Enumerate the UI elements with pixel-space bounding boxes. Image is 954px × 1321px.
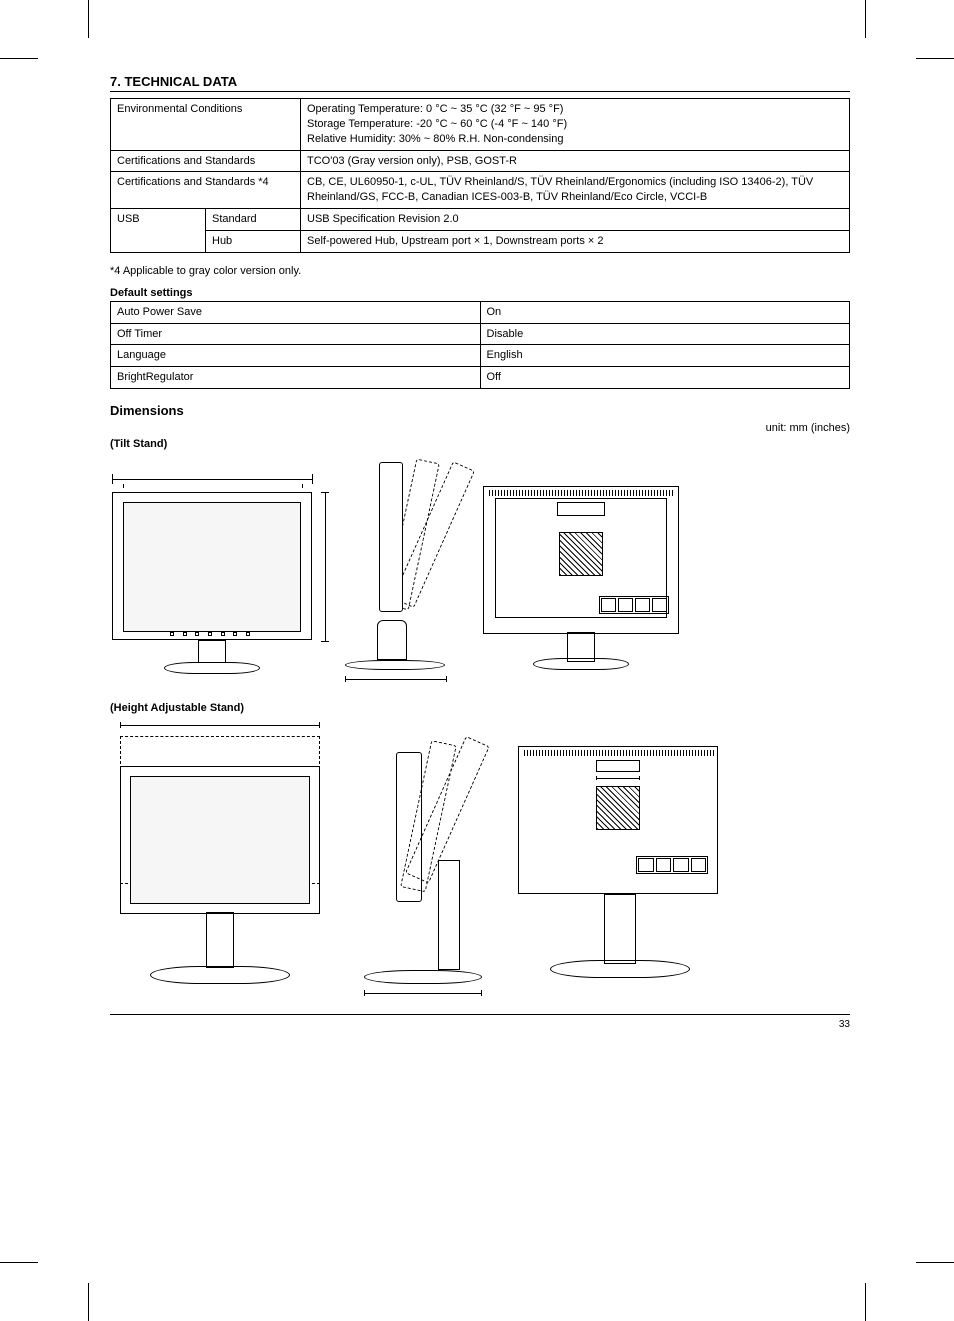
crop-mark [916, 1262, 954, 1263]
spec-value: TCO'03 (Gray version only), PSB, GOST-R [301, 150, 850, 172]
default-label: Auto Power Save [111, 301, 481, 323]
default-value: Off [480, 367, 850, 389]
defaults-table: Auto Power Save On Off Timer Disable Lan… [110, 301, 850, 389]
front-view-diagram [110, 462, 315, 682]
table-row: Off Timer Disable [111, 323, 850, 345]
footnote: *4 Applicable to gray color version only… [110, 265, 850, 277]
crop-mark [865, 0, 866, 38]
crop-mark [88, 1283, 89, 1321]
side-view-diagram [337, 452, 457, 682]
spec-table: Environmental Conditions Operating Tempe… [110, 98, 850, 253]
rear-view-diagram [479, 472, 684, 682]
tilt-stand-label: (Tilt Stand) [110, 438, 850, 450]
table-row: Certifications and Standards *4 CB, CE, … [111, 172, 850, 209]
height-stand-diagrams [110, 716, 850, 996]
height-front-diagram [110, 716, 330, 996]
table-row: Hub Self-powered Hub, Upstream port × 1,… [111, 230, 850, 252]
unit-label: unit: mm (inches) [110, 422, 850, 434]
spec-value: Self-powered Hub, Upstream port × 1, Dow… [301, 230, 850, 252]
height-rear-diagram [514, 716, 724, 996]
spec-value: CB, CE, UL60950-1, c-UL, TÜV Rheinland/S… [301, 172, 850, 209]
crop-mark [865, 1283, 866, 1321]
default-label: BrightRegulator [111, 367, 481, 389]
default-label: Language [111, 345, 481, 367]
spec-value: USB Specification Revision 2.0 [301, 209, 850, 231]
spec-sublabel: Standard [206, 209, 301, 231]
default-value: On [480, 301, 850, 323]
spec-label: Certifications and Standards *4 [111, 172, 301, 209]
page-footer: 33 [110, 1014, 850, 1030]
spec-label: Certifications and Standards [111, 150, 301, 172]
table-row: Auto Power Save On [111, 301, 850, 323]
crop-mark [916, 58, 954, 59]
spec-label: USB [111, 209, 206, 253]
default-value: English [480, 345, 850, 367]
crop-mark [88, 0, 89, 38]
rule [110, 91, 850, 92]
crop-mark [0, 1262, 38, 1263]
table-row: Certifications and Standards TCO'03 (Gra… [111, 150, 850, 172]
spec-sublabel: Hub [206, 230, 301, 252]
page-number: 33 [839, 1019, 850, 1030]
tilt-stand-diagrams [110, 452, 850, 682]
table-row: USB Standard USB Specification Revision … [111, 209, 850, 231]
table-row: Environmental Conditions Operating Tempe… [111, 99, 850, 151]
spec-label: Environmental Conditions [111, 99, 301, 151]
dimensions-heading: Dimensions [110, 403, 850, 418]
default-label: Off Timer [111, 323, 481, 345]
spec-value: Operating Temperature: 0 °C ~ 35 °C (32 … [301, 99, 850, 151]
crop-mark [0, 58, 38, 59]
section-header: 7. TECHNICAL DATA [110, 74, 850, 89]
table-row: Language English [111, 345, 850, 367]
height-side-diagram [352, 716, 492, 996]
defaults-heading: Default settings [110, 287, 850, 299]
table-row: BrightRegulator Off [111, 367, 850, 389]
height-stand-label: (Height Adjustable Stand) [110, 702, 850, 714]
default-value: Disable [480, 323, 850, 345]
